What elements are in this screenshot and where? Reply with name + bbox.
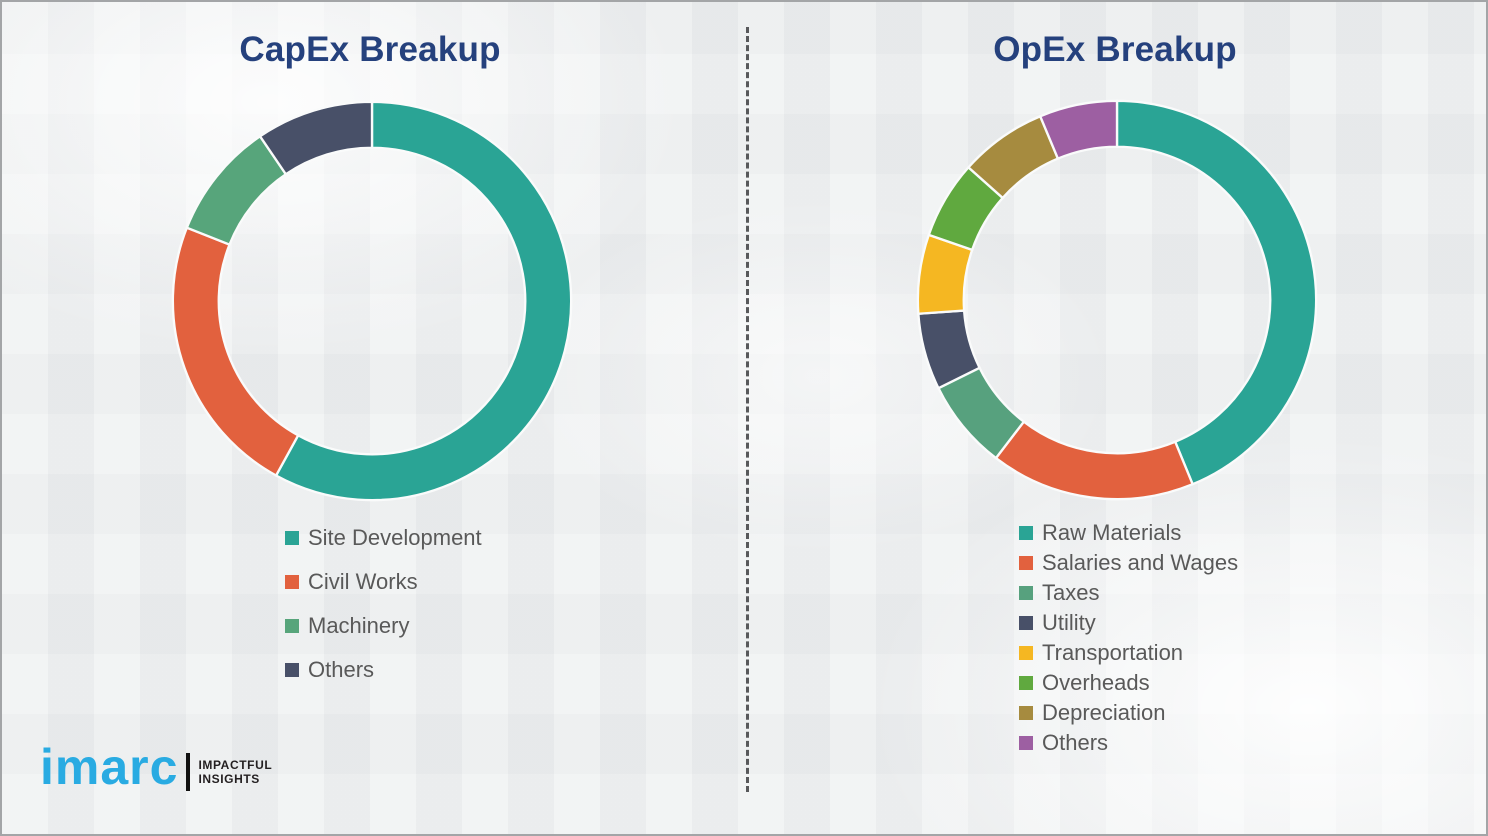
opex-donut-chart [916, 99, 1318, 501]
legend-label: Civil Works [308, 569, 418, 594]
legend-item-salaries-and-wages: Salaries and Wages [1019, 548, 1238, 578]
opex-chart-title: OpEx Breakup [993, 30, 1237, 69]
legend-swatch [285, 663, 299, 677]
donut-segment [1115, 99, 1318, 486]
legend-label: Salaries and Wages [1042, 550, 1239, 575]
legend-label: Utility [1042, 610, 1096, 635]
legend-swatch [1019, 616, 1033, 630]
donut-segment [171, 226, 300, 478]
capex-chart-title: CapEx Breakup [239, 30, 501, 69]
donut-segment [994, 420, 1195, 501]
legend-label: Raw Materials [1042, 520, 1182, 545]
legend-item-site-development: Site Development [285, 516, 482, 560]
legend-swatch [1019, 526, 1033, 540]
opex-legend: Raw Materials Salaries and Wages Taxes U… [1019, 518, 1238, 758]
capex-donut-chart [171, 100, 573, 502]
legend-label: Others [1042, 730, 1109, 755]
legend-label: Overheads [1042, 670, 1150, 695]
legend-item-opex-others: Others [1019, 728, 1238, 758]
legend-swatch [1019, 706, 1033, 720]
legend-label: Others [308, 657, 375, 682]
legend-label: Machinery [308, 613, 410, 638]
legend-swatch [285, 575, 299, 589]
legend-item-raw-materials: Raw Materials [1019, 518, 1238, 548]
imarc-logo: imarc IMPACTFUL INSIGHTS [40, 742, 272, 792]
logo-divider-bar [186, 753, 191, 791]
imarc-logo-wordmark: imarc [40, 739, 179, 795]
legend-label: Depreciation [1042, 700, 1166, 725]
legend-swatch [285, 619, 299, 633]
donut-segment [258, 100, 374, 176]
legend-swatch [1019, 646, 1033, 660]
legend-swatch [1019, 556, 1033, 570]
legend-label: Site Development [308, 525, 482, 550]
legend-item-capex-others: Others [285, 648, 482, 692]
legend-swatch [1019, 586, 1033, 600]
logo-tagline: IMPACTFUL INSIGHTS [198, 758, 272, 786]
capex-legend: Site Development Civil Works Machinery O… [285, 516, 482, 692]
legend-item-machinery: Machinery [285, 604, 482, 648]
legend-item-civil-works: Civil Works [285, 560, 482, 604]
legend-item-depreciation: Depreciation [1019, 698, 1238, 728]
legend-swatch [1019, 676, 1033, 690]
legend-swatch [285, 531, 299, 545]
legend-item-utility: Utility [1019, 608, 1238, 638]
logo-tagline-line2: INSIGHTS [198, 772, 260, 786]
legend-item-overheads: Overheads [1019, 668, 1238, 698]
donut-segment [1038, 99, 1119, 161]
vertical-dashed-divider [746, 27, 749, 792]
legend-swatch [1019, 736, 1033, 750]
logo-tagline-line1: IMPACTFUL [198, 758, 273, 772]
legend-label: Taxes [1042, 580, 1100, 605]
donut-segment [274, 100, 573, 502]
legend-label: Transportation [1042, 640, 1184, 665]
legend-item-transportation: Transportation [1019, 638, 1238, 668]
legend-item-taxes: Taxes [1019, 578, 1238, 608]
